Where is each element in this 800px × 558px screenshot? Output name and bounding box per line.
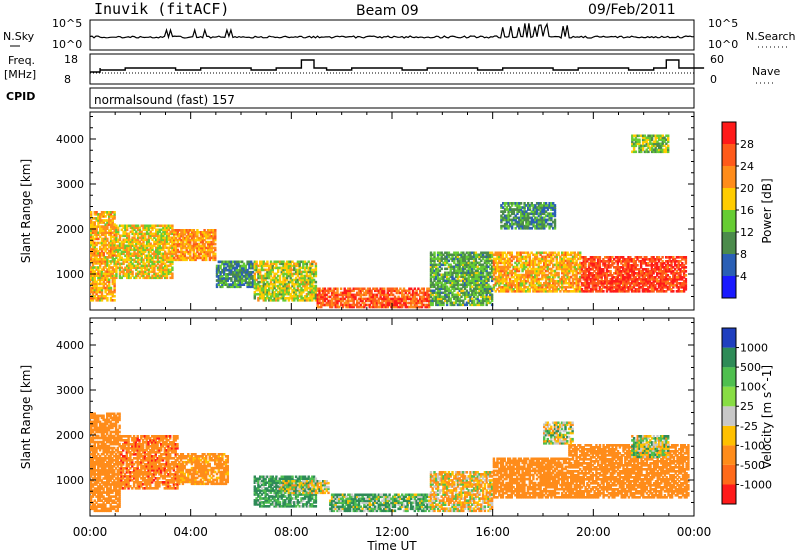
heatmap-cell xyxy=(255,261,257,264)
beam-title: Beam 09 xyxy=(356,3,419,19)
nsearch-tick-top: 10^5 xyxy=(708,17,738,30)
heatmap-cell xyxy=(579,252,581,255)
freq-trace xyxy=(90,60,704,72)
heatmap-cell xyxy=(491,294,493,297)
nsky-label: N.Sky xyxy=(3,30,35,43)
freq-panel: Freq. [MHz] 18 8 60 0 Nave xyxy=(4,53,780,86)
heatmap-cell xyxy=(214,253,216,256)
heatmap-cell xyxy=(511,252,513,255)
freq-tick-bottom: 8 xyxy=(64,73,71,86)
heatmap-cell xyxy=(661,256,663,259)
heatmap-cell xyxy=(266,261,268,264)
heatmap-cell xyxy=(602,290,604,293)
heatmap-cell xyxy=(90,211,92,214)
nsearch-label: N.Search xyxy=(746,30,796,43)
heatmap-cell xyxy=(315,285,317,288)
heatmap-cell xyxy=(113,299,115,302)
cpid-label: CPID xyxy=(6,90,35,103)
heatmap-cell xyxy=(113,211,115,214)
heatmap-cell xyxy=(383,288,385,291)
heatmap-cell xyxy=(113,295,115,298)
heatmap-cell xyxy=(214,229,216,232)
heatmap-cell xyxy=(214,243,216,246)
heatmap-cell xyxy=(171,273,173,276)
nsky-trace xyxy=(90,23,694,38)
nave-tick-top: 60 xyxy=(710,53,724,66)
heatmap-cell xyxy=(557,252,559,255)
nsearch-tick-bottom: 10^0 xyxy=(708,38,738,51)
heatmap-cell xyxy=(171,225,173,228)
heatmap-cell xyxy=(315,263,317,266)
heatmap-cell xyxy=(599,256,601,259)
cpid-mode: normalsound (fast) 157 xyxy=(94,93,235,107)
nsky-tick-bottom: 10^0 xyxy=(52,38,82,51)
heatmap-cell xyxy=(340,288,342,291)
station-title: Inuvik (fitACF) xyxy=(94,0,229,18)
heatmap-cell xyxy=(672,290,674,293)
nave-tick-bottom: 0 xyxy=(710,73,717,86)
heatmap-cell xyxy=(106,297,108,300)
nsky-panel: N.Sky 10^5 10^0 10^5 10^0 N.Search xyxy=(3,17,796,51)
freq-unit-label: [MHz] xyxy=(4,68,36,81)
heatmap-cell xyxy=(110,287,112,290)
date-title: 09/Feb/2011 xyxy=(588,2,676,18)
heatmap-cell xyxy=(433,252,435,255)
heatmap-cell xyxy=(609,270,611,273)
heatmap-cell xyxy=(423,288,425,291)
freq-tick-top: 18 xyxy=(64,53,78,66)
heatmap-cell xyxy=(171,267,173,270)
heatmap-cell xyxy=(214,247,216,250)
nave-label: Nave xyxy=(752,65,780,78)
heatmap-cell xyxy=(636,264,638,267)
heatmap-cell xyxy=(441,268,443,271)
nsky-tick-top: 10^5 xyxy=(52,17,82,30)
heatmap-cell xyxy=(557,272,559,275)
heatmap-cell xyxy=(106,238,108,241)
freq-label: Freq. xyxy=(8,54,35,67)
heatmap-cell xyxy=(336,288,338,291)
heatmap-cell xyxy=(131,271,133,274)
heatmap-cell xyxy=(315,281,317,284)
